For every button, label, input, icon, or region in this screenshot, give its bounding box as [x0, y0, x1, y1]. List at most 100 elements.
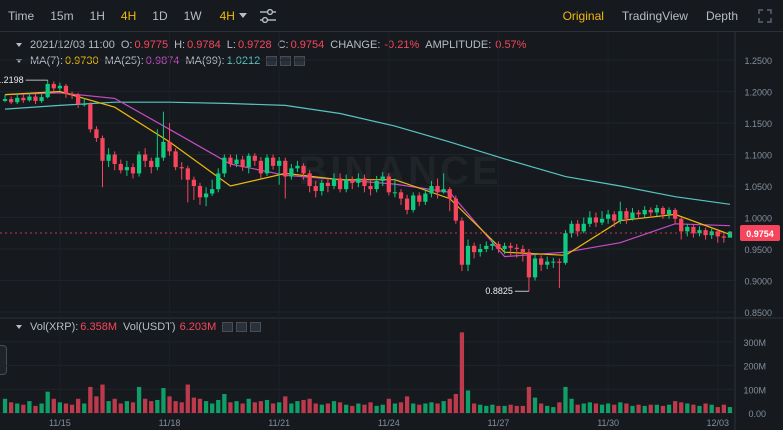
candle-body: [502, 245, 507, 249]
vol-close-icon[interactable]: [250, 322, 262, 332]
ma7-line: [4, 90, 731, 256]
candle-body: [51, 83, 56, 89]
candle-body: [155, 157, 160, 168]
vol-settings-icon[interactable]: [222, 322, 234, 332]
volume-bar: [39, 403, 44, 413]
volume-bar: [51, 398, 56, 413]
candle-body: [508, 245, 513, 248]
interval-dropdown[interactable]: 4H: [210, 0, 251, 32]
candle-body: [325, 182, 331, 186]
candles: [2, 80, 733, 292]
ma-close-icon[interactable]: [294, 56, 306, 66]
candle-body: [715, 231, 720, 237]
volume-bar: [344, 404, 349, 413]
candle-body: [283, 160, 288, 177]
candle-body: [264, 157, 270, 174]
volume-bar: [386, 398, 391, 413]
candle-body: [575, 223, 580, 232]
candle-body: [63, 85, 69, 95]
interval-1h[interactable]: 1H: [89, 8, 105, 23]
candle-body: [69, 94, 75, 96]
candle-body: [563, 233, 568, 263]
volume-bar: [307, 398, 312, 413]
volume-bars: [2, 332, 733, 413]
candle-body: [447, 189, 452, 199]
candle-body: [636, 212, 641, 215]
volume-bar: [593, 403, 599, 413]
volume-bar: [45, 391, 50, 413]
volume-bar: [136, 386, 142, 413]
volume-bar: [465, 390, 471, 413]
candle-body: [624, 211, 629, 219]
interval-dropdown-value: 4H: [219, 8, 235, 23]
volume-bar: [587, 402, 592, 413]
collapse-triangle-icon[interactable]: [16, 43, 22, 47]
ma-settings-icon[interactable]: [266, 56, 278, 66]
volume-bar: [575, 404, 580, 413]
volume-bar: [69, 404, 75, 413]
volume-bar: [429, 402, 434, 413]
expand-icon[interactable]: [747, 0, 783, 32]
volume-bar: [118, 403, 123, 413]
view-original[interactable]: Original: [562, 9, 604, 23]
volume-bar: [76, 398, 81, 413]
volume-bar: [33, 405, 38, 413]
volume-bar: [197, 398, 203, 413]
candle-body: [545, 261, 550, 265]
volume-bar: [167, 396, 172, 413]
volume-bar: [124, 401, 130, 413]
interval-1w[interactable]: 1W: [183, 8, 202, 23]
volume-bar: [508, 404, 513, 413]
price-tick-label: 1.1000: [744, 151, 772, 161]
candle-body: [222, 157, 227, 174]
volume-bar: [502, 405, 507, 413]
interval-4h[interactable]: 4H: [120, 8, 137, 23]
volume-bar: [605, 403, 611, 413]
volume-bar: [520, 405, 525, 413]
candle-body: [453, 198, 458, 221]
interval-1d[interactable]: 1D: [152, 8, 168, 23]
candle-body: [685, 226, 690, 232]
close-label: C:: [277, 39, 289, 51]
side-panel-handle[interactable]: [0, 345, 7, 375]
candle-body: [459, 220, 465, 265]
volume-bar: [356, 403, 361, 413]
candle-body: [100, 138, 105, 161]
ma-visibility-icon[interactable]: [280, 56, 292, 66]
volume-bar: [143, 398, 148, 413]
collapse-triangle-icon[interactable]: [16, 59, 22, 63]
annotations: 1.2198 0.8825 0.9754: [0, 75, 780, 296]
candle-body: [532, 258, 538, 278]
candle-body: [88, 104, 93, 130]
volume-bar: [161, 388, 166, 413]
candle-body: [593, 217, 599, 223]
candle-body: [82, 104, 87, 106]
volume-bar: [240, 403, 245, 413]
time-tick-label: 11/15: [49, 418, 71, 428]
candle-body: [429, 186, 434, 194]
view-tradingview[interactable]: TradingView: [621, 9, 688, 23]
vol-visibility-icon[interactable]: [236, 322, 248, 332]
volume-bar: [264, 399, 270, 413]
candle-body: [216, 173, 221, 190]
candle-body: [94, 129, 99, 139]
collapse-triangle-icon[interactable]: [16, 325, 22, 329]
candle-body: [362, 178, 367, 186]
interval-toolbar: Time 15m 1H 4H 1D 1W 4H Original Trading…: [0, 0, 783, 32]
interval-15m[interactable]: 15m: [50, 8, 74, 23]
price-tick-label: 1.1500: [744, 119, 772, 129]
view-depth[interactable]: Depth: [705, 9, 738, 23]
candle-body: [27, 96, 32, 101]
ohlc-info-row: 2021/12/03 11:00 O: 0.9775 H: 0.9784 L: …: [16, 39, 532, 51]
volume-bar: [538, 403, 544, 413]
volume-bar: [350, 405, 355, 413]
volume-bar: [325, 403, 331, 413]
candle-body: [57, 85, 63, 89]
price-tick-label: 1.2500: [744, 56, 772, 66]
time-label[interactable]: Time: [8, 8, 35, 23]
price-tick-label: 1.0000: [744, 214, 772, 224]
chart-settings-icon[interactable]: [259, 0, 281, 32]
close-value: 0.9754: [290, 39, 325, 51]
candle-body: [691, 226, 696, 234]
candle-body: [295, 165, 300, 169]
